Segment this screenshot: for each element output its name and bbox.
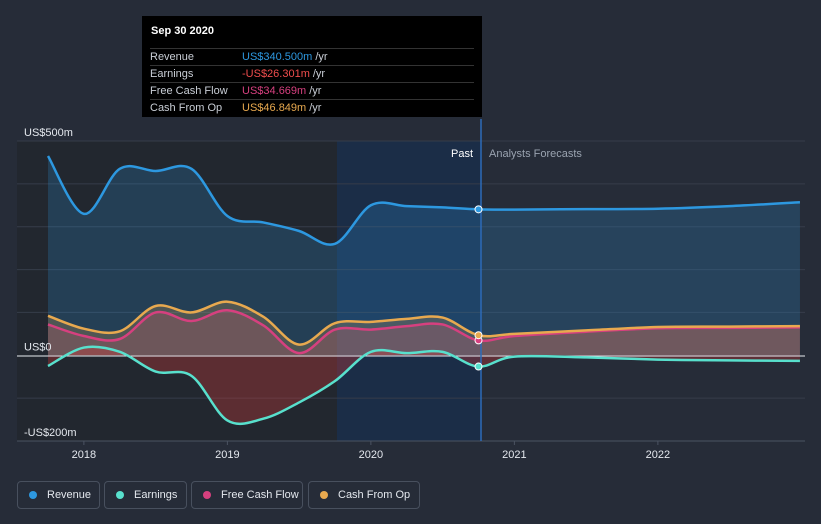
area-revenue: [48, 156, 800, 356]
tooltip-label: Revenue: [150, 51, 195, 63]
area-cash-from-op: [48, 301, 800, 356]
tooltip: Sep 30 2020 Revenue US$340.500m/yr Earni…: [142, 16, 482, 117]
tooltip-unit: /yr: [309, 102, 322, 114]
x-tick-label: 2018: [72, 449, 96, 461]
x-tick-label: 2022: [646, 449, 670, 461]
y-tick-label: US$0: [24, 341, 52, 353]
highlight-markers: [474, 205, 483, 371]
tooltip-unit: /yr: [312, 68, 326, 80]
line-revenue: [46, 155, 801, 246]
tooltip-row-cash-from-op: Cash From Op US$46.849m/yr: [150, 99, 474, 117]
legend-label: Cash From Op: [338, 489, 411, 501]
legend-item-revenue[interactable]: Revenue: [17, 481, 100, 509]
tooltip-row-earnings: Earnings -US$26.301m/yr: [150, 65, 474, 83]
x-tick-label: 2019: [215, 449, 239, 461]
area-free-cash-flow: [48, 310, 800, 356]
area-earnings: [48, 346, 800, 424]
tooltip-value: -US$26.301m: [242, 68, 310, 80]
past-shade: [17, 141, 337, 441]
marker-earnings: [474, 362, 483, 371]
y-axis-labels: US$500m US$0 -US$200m: [24, 127, 77, 439]
y-tick-label: -US$200m: [24, 427, 77, 439]
legend-dot-icon: [116, 491, 124, 499]
x-tick-label: 2020: [359, 449, 383, 461]
legend-item-free-cash-flow[interactable]: Free Cash Flow: [191, 481, 303, 509]
grid: [17, 140, 805, 442]
tooltip-row-free-cash-flow: Free Cash Flow US$34.669m/yr: [150, 82, 474, 100]
tooltip-row-revenue: Revenue US$340.500m/yr: [150, 48, 474, 66]
legend-dot-icon: [29, 491, 37, 499]
series-lines: [46, 155, 801, 426]
legend-dot-icon: [203, 491, 211, 499]
forecast-label: Analysts Forecasts: [489, 148, 582, 160]
line-cash-from-op: [47, 300, 800, 346]
legend-item-cash-from-op[interactable]: Cash From Op: [308, 481, 420, 509]
tooltip-label: Cash From Op: [150, 102, 223, 114]
y-tick-label: US$500m: [24, 127, 73, 139]
marker-cash-from-op: [474, 331, 483, 340]
past-label: Past: [451, 148, 473, 160]
tooltip-value: US$46.849m: [242, 102, 307, 114]
legend-label: Free Cash Flow: [221, 489, 299, 501]
tooltip-label: Free Cash Flow: [150, 85, 228, 97]
legend-label: Revenue: [47, 489, 92, 501]
tooltip-label: Earnings: [150, 68, 194, 80]
legend-dot-icon: [320, 491, 328, 499]
tooltip-value: US$34.669m: [242, 85, 307, 97]
line-earnings: [47, 345, 800, 426]
x-tick-label: 2021: [502, 449, 526, 461]
marker-revenue: [474, 205, 483, 214]
tooltip-date: Sep 30 2020: [151, 25, 214, 37]
x-axis-labels: 2018 2019 2020 2021 2022: [72, 441, 670, 461]
legend-item-earnings[interactable]: Earnings: [104, 481, 187, 509]
legend-label: Earnings: [134, 489, 178, 501]
tooltip-value: US$340.500m: [242, 51, 313, 63]
tooltip-unit: /yr: [315, 51, 328, 63]
series-areas: [48, 156, 800, 424]
highlight-shade: [337, 141, 481, 441]
tooltip-unit: /yr: [309, 85, 322, 97]
